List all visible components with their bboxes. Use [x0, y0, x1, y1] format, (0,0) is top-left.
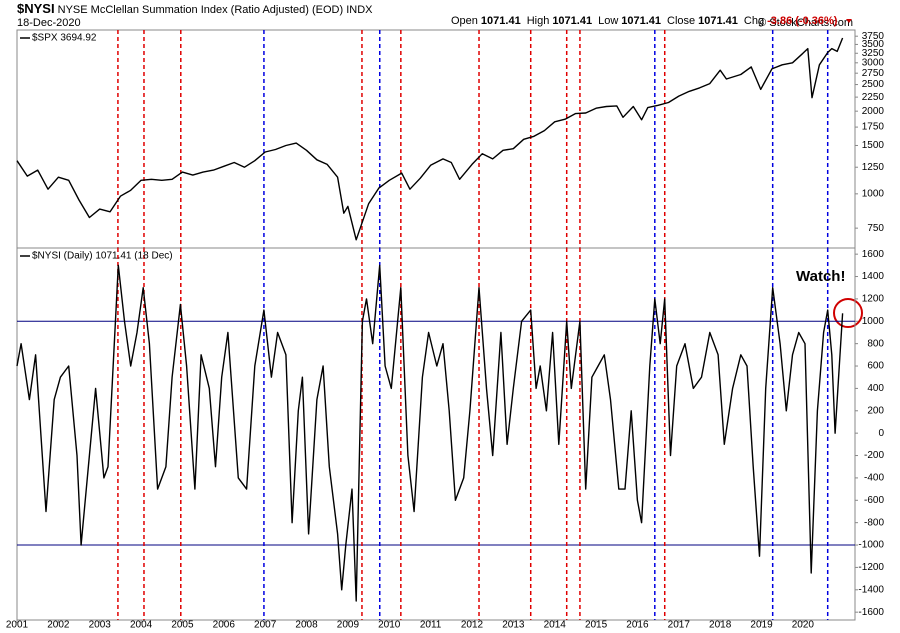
header-title: $NYSI NYSE McClellan Summation Index (Ra… — [17, 1, 373, 16]
y-tick-label: 750 — [867, 223, 884, 234]
y-tick-label: -1200 — [858, 562, 884, 573]
series-line — [16, 37, 844, 241]
quote-label: Chg — [744, 15, 764, 27]
x-tick-label: 2001 — [6, 620, 29, 631]
y-tick-label: 1500 — [862, 140, 885, 151]
x-tick-label: 2015 — [585, 620, 608, 631]
x-tick-label: 2008 — [295, 620, 318, 631]
quote-value: 1071.41 — [621, 15, 661, 27]
x-tick-label: 2003 — [89, 620, 112, 631]
quote-value: 1071.41 — [698, 15, 738, 27]
symbol: $NYSI — [17, 1, 55, 16]
quote-label: Open — [451, 15, 478, 27]
y-tick-label: 600 — [867, 361, 884, 372]
x-tick-label: 2011 — [420, 620, 442, 631]
x-tick-label: 2012 — [461, 620, 484, 631]
y-tick-label: -1600 — [858, 607, 884, 618]
y-tick-label: 1750 — [862, 122, 885, 133]
down-arrow — [846, 19, 852, 23]
y-tick-label: 1200 — [862, 294, 885, 305]
panel-frame — [16, 247, 856, 621]
legend-label: $SPX 3694.92 — [32, 33, 97, 44]
x-tick-label: 2016 — [626, 620, 649, 631]
y-tick-label: 400 — [867, 383, 884, 394]
x-tick-label: 2020 — [792, 620, 815, 631]
y-tick-label: 800 — [867, 338, 884, 349]
watermark: © StockCharts.com — [758, 17, 853, 29]
series-line — [16, 264, 844, 602]
x-tick-label: 2006 — [213, 620, 236, 631]
x-tick-label: 2019 — [750, 620, 773, 631]
quote-label: Low — [598, 15, 618, 27]
x-tick-label: 2002 — [47, 620, 70, 631]
y-tick-label: 3500 — [862, 39, 885, 50]
y-tick-label: 3250 — [862, 48, 885, 59]
y-tick-label: -800 — [864, 517, 884, 528]
y-tick-label: 1000 — [862, 316, 885, 327]
y-tick-label: 2250 — [862, 92, 885, 103]
legend-label: $NYSI (Daily) 1071.41 (18 Dec) — [32, 251, 173, 262]
y-tick-label: 0 — [878, 428, 884, 439]
quote-value: -3.86 (-0.36%) — [767, 15, 838, 27]
date: 18-Dec-2020 — [17, 17, 81, 29]
y-tick-label: 2500 — [862, 79, 885, 90]
x-tick-label: 2014 — [544, 620, 567, 631]
x-tick-label: 2009 — [337, 620, 360, 631]
y-tick-label: 2750 — [862, 68, 885, 79]
x-tick-label: 2007 — [254, 620, 277, 631]
quote: Open 1071.41 High 1071.41 Low 1071.41 Close 107… — [451, 15, 838, 27]
y-tick-label: -400 — [864, 473, 884, 484]
x-tick-label: 2018 — [709, 620, 732, 631]
quote-label: Close — [667, 15, 695, 27]
y-tick-label: 200 — [867, 405, 884, 416]
y-tick-label: 2000 — [862, 106, 885, 117]
y-tick-label: 1400 — [862, 271, 885, 282]
quote-value: 1071.41 — [552, 15, 592, 27]
y-tick-label: 1250 — [862, 162, 885, 173]
annotation: Watch! — [796, 268, 845, 285]
x-tick-label: 2005 — [171, 620, 194, 631]
title: NYSE McClellan Summation Index (Ratio Ad… — [58, 4, 373, 16]
y-tick-label: -200 — [864, 450, 884, 461]
y-tick-label: 3750 — [862, 31, 885, 42]
y-tick-label: -600 — [864, 495, 884, 506]
y-tick-label: 1600 — [862, 249, 885, 260]
y-tick-label: 3000 — [862, 57, 885, 68]
x-tick-label: 2004 — [130, 620, 153, 631]
quote-label: High — [527, 15, 550, 27]
x-tick-label: 2010 — [378, 620, 401, 631]
quote-value: 1071.41 — [481, 15, 521, 27]
watch-circle — [833, 298, 863, 328]
y-tick-label: -1000 — [858, 540, 884, 551]
x-tick-label: 2013 — [502, 620, 525, 631]
x-tick-label: 2017 — [668, 620, 691, 631]
y-tick-label: 1000 — [862, 188, 885, 199]
y-tick-label: -1400 — [858, 584, 884, 595]
